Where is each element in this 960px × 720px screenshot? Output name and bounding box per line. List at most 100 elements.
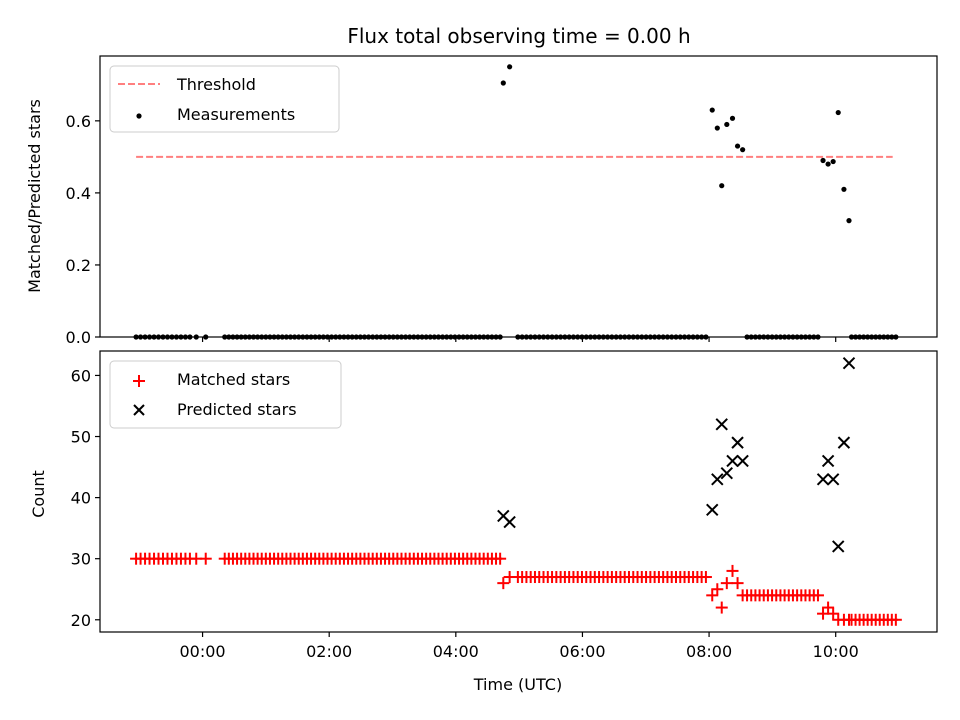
measurement-point bbox=[681, 334, 688, 340]
measurement-point bbox=[464, 334, 470, 340]
top-plot-area bbox=[133, 64, 899, 340]
measurement-point bbox=[222, 334, 228, 340]
measurement-point bbox=[345, 334, 351, 340]
x-tick-label: 04:00 bbox=[433, 642, 479, 661]
measurement-point bbox=[500, 80, 506, 86]
measurement-point bbox=[365, 334, 372, 340]
matched-star-point bbox=[736, 589, 749, 602]
measurement-point bbox=[246, 334, 252, 340]
measurement-point bbox=[575, 334, 581, 340]
measurement-point bbox=[769, 334, 775, 340]
matched-star-point bbox=[726, 564, 739, 577]
predicted-star-point bbox=[736, 454, 749, 468]
measurement-point bbox=[515, 334, 521, 340]
matched-star-point bbox=[889, 613, 902, 626]
measurement-point bbox=[419, 334, 425, 340]
measurement-point bbox=[472, 334, 479, 340]
measurement-point bbox=[617, 334, 624, 340]
measurement-point bbox=[341, 334, 347, 340]
measurement-point bbox=[815, 334, 821, 340]
predicted-star-point bbox=[826, 473, 840, 486]
matched-star-point bbox=[720, 577, 733, 590]
measurement-point bbox=[782, 334, 788, 340]
measurement-point bbox=[155, 334, 162, 340]
measurement-point bbox=[592, 334, 598, 340]
measurement-point bbox=[259, 334, 265, 340]
measurement-point bbox=[283, 334, 289, 340]
measurement-point bbox=[545, 334, 551, 340]
measurement-point bbox=[523, 334, 530, 340]
measurement-point bbox=[370, 334, 376, 340]
y-tick-label: 20 bbox=[71, 611, 91, 630]
top-legend-frame bbox=[109, 65, 340, 133]
measurement-point bbox=[142, 334, 148, 340]
measurement-point bbox=[647, 334, 653, 340]
measurement-point bbox=[226, 334, 232, 340]
measurement-point bbox=[798, 334, 804, 340]
measurement-point bbox=[761, 334, 767, 340]
measurement-point bbox=[390, 334, 396, 340]
measurement-point bbox=[643, 334, 649, 340]
measurement-point bbox=[250, 334, 257, 340]
top-legend: Threshold Measurements bbox=[109, 65, 340, 133]
y-tick-label: 0.2 bbox=[66, 256, 91, 275]
matched-star-point bbox=[811, 589, 824, 602]
measurement-point bbox=[699, 334, 705, 340]
measurement-point bbox=[639, 334, 645, 340]
measurement-point bbox=[790, 334, 796, 340]
measurement-point bbox=[312, 334, 318, 340]
measurement-point bbox=[714, 125, 720, 131]
measurement-point bbox=[279, 334, 285, 340]
bottom-x-axis: 00:00 02:00 04:00 06:00 08:00 10:00 bbox=[180, 632, 859, 661]
measurement-point bbox=[238, 334, 244, 340]
y-tick-label: 30 bbox=[71, 550, 91, 569]
measurement-point bbox=[468, 334, 474, 340]
measurement-point bbox=[686, 334, 692, 340]
x-axis-label: Time (UTC) bbox=[473, 675, 562, 694]
measurement-point bbox=[719, 183, 725, 189]
measurement-point bbox=[361, 334, 368, 340]
bottom-axes-frame bbox=[99, 350, 938, 633]
measurement-point bbox=[536, 334, 542, 340]
measurement-point bbox=[333, 334, 339, 340]
matched-star-point bbox=[711, 583, 724, 596]
measurement-point bbox=[160, 334, 166, 340]
predicted-star-point bbox=[842, 357, 856, 370]
measurement-point bbox=[485, 334, 491, 340]
matched-star-point bbox=[822, 601, 835, 614]
measurement-point bbox=[267, 334, 273, 340]
measurement-point bbox=[709, 107, 715, 113]
measurement-point bbox=[320, 334, 326, 340]
measurement-point bbox=[583, 334, 589, 340]
measurement-point bbox=[811, 334, 817, 340]
measurement-point bbox=[724, 121, 730, 128]
measurement-point bbox=[402, 334, 409, 340]
measurement-point bbox=[203, 334, 209, 340]
measurement-point bbox=[300, 334, 306, 340]
measurement-point bbox=[476, 334, 483, 340]
measurement-point bbox=[656, 334, 662, 340]
measurement-point bbox=[337, 334, 343, 340]
matched-star-point bbox=[199, 552, 212, 565]
measurement-point bbox=[173, 334, 180, 340]
measurement-point bbox=[673, 334, 679, 340]
measurement-point bbox=[566, 334, 572, 340]
predicted-star-point bbox=[837, 436, 851, 449]
y-tick-label: 50 bbox=[71, 428, 91, 447]
bottom-plot-area bbox=[130, 357, 902, 626]
measurement-point bbox=[600, 334, 606, 340]
measurement-point bbox=[427, 334, 433, 340]
measurement-point bbox=[497, 334, 503, 340]
measurement-point bbox=[873, 334, 879, 340]
legend-threshold-label: Threshold bbox=[176, 75, 256, 94]
measurement-point bbox=[881, 334, 887, 340]
measurement-point bbox=[357, 334, 363, 340]
measurement-point bbox=[553, 334, 559, 340]
measurement-point bbox=[794, 334, 800, 340]
predicted-star-point bbox=[706, 503, 719, 517]
top-y-axis-label: Matched/Predicted stars bbox=[25, 99, 44, 293]
measurement-point bbox=[493, 334, 499, 340]
bottom-legend-frame bbox=[109, 360, 342, 429]
legend-measurements-swatch bbox=[136, 113, 142, 119]
